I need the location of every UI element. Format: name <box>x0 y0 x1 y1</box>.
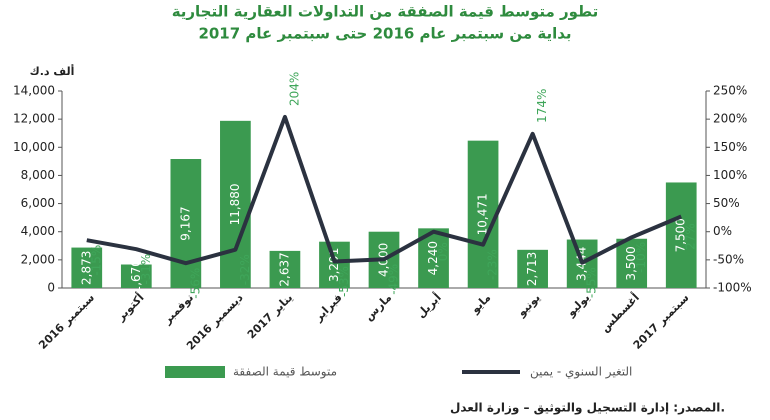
source-note: المصدر: إدارة التسجيل والتوثيق – وزارة ا… <box>450 401 725 416</box>
line-series <box>86 114 683 266</box>
bar-value-label: 2,637 <box>277 252 291 286</box>
line-value-label: -23% <box>486 249 500 280</box>
line-value-label: 0% <box>436 242 450 261</box>
y2-tick-label: -100% <box>713 281 752 295</box>
y-tick-label: 6,000 <box>21 196 55 210</box>
bar-value-label: 11,880 <box>228 183 242 225</box>
bar-value-label: 10,471 <box>476 193 490 235</box>
y-tick-label: 10,000 <box>13 140 55 154</box>
line-value-label: -31% <box>139 254 153 285</box>
bar <box>319 241 350 288</box>
legend-swatch <box>165 366 225 378</box>
y-axis-label: ألف د.ك <box>30 64 75 78</box>
line-value-label: -55% <box>585 267 599 298</box>
chart-subtitle: بداية من سبتمبر عام 2016 حتى سبتمبر عام … <box>198 25 571 43</box>
y-tick-label: 12,000 <box>13 112 55 126</box>
bar <box>120 264 152 288</box>
y-tick-label: 2,000 <box>21 252 55 266</box>
bar-value-label: 1,670 <box>129 259 143 293</box>
y2-tick-label: 100% <box>713 168 747 182</box>
y2-tick-label: 50% <box>713 196 740 210</box>
bar-value-label: 3,500 <box>624 246 638 280</box>
line-value-label: -53% <box>337 266 351 297</box>
bar <box>665 182 697 288</box>
y-tick-label: 8,000 <box>21 168 55 182</box>
y2-tick-label: 200% <box>713 112 747 126</box>
y2-tick-label: 250% <box>713 84 747 98</box>
line-value-label: 27% <box>684 223 698 250</box>
legend-label: متوسط قيمة الصفقة <box>233 365 337 380</box>
y2-tick-label: 0% <box>713 224 732 238</box>
bar-value-label: 2,873 <box>79 251 93 285</box>
y2-tick-label: 150% <box>713 140 747 154</box>
bar-value-label: 4,240 <box>426 241 440 275</box>
line-value-label: 204% <box>287 72 301 106</box>
bar-value-label: 9,167 <box>178 206 192 240</box>
bar-value-label: 3,291 <box>327 248 341 282</box>
bar <box>269 250 301 288</box>
y-tick-label: 14,000 <box>13 84 55 98</box>
line-value-label: -56% <box>188 268 202 299</box>
y-tick-label: 0 <box>47 281 55 295</box>
bar <box>220 120 251 289</box>
bar <box>170 159 202 288</box>
line-value-label: -15% <box>89 245 103 276</box>
legend-label: التغير السنوي - يمين <box>530 365 632 380</box>
bar-value-label: 2,713 <box>525 252 539 286</box>
bar <box>616 238 648 288</box>
line-value-label: -10% <box>634 242 648 273</box>
bar <box>467 140 499 288</box>
line-value-label: 174% <box>535 89 549 123</box>
bar <box>517 249 548 288</box>
bar-value-label: 7,500 <box>674 218 688 252</box>
chart-title: تطور متوسط قيمة الصفقة من التداولات العق… <box>172 3 599 21</box>
line-value-label: -49% <box>387 264 401 295</box>
line-value-label: -32% <box>238 254 252 285</box>
y2-tick-label: -50% <box>713 252 744 266</box>
y-tick-label: 4,000 <box>21 224 55 238</box>
bar <box>71 247 103 288</box>
